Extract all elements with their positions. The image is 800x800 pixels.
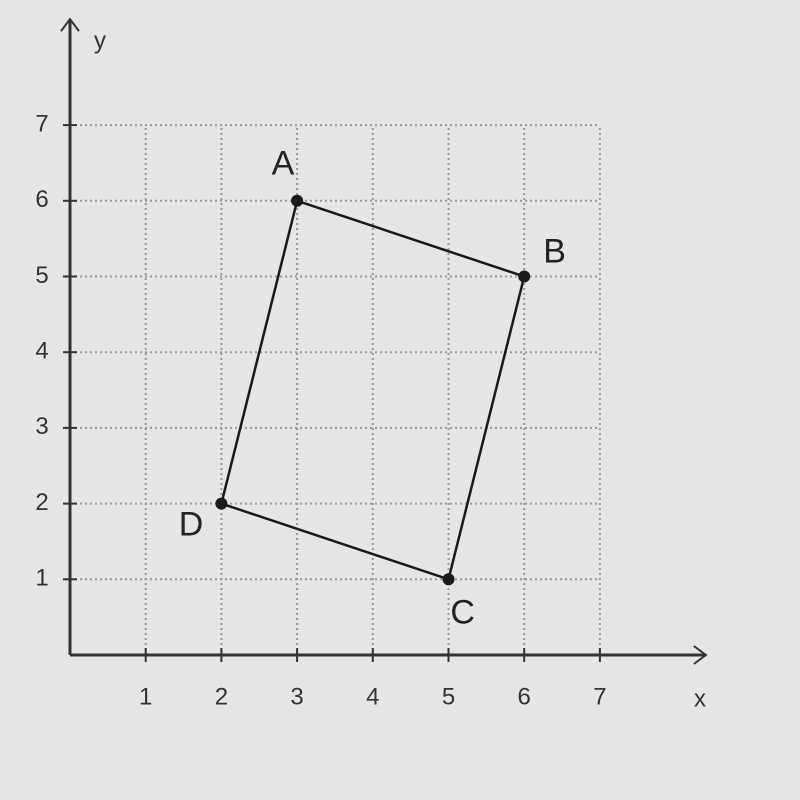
point bbox=[215, 497, 228, 510]
y-tick-label: 4 bbox=[35, 338, 48, 365]
point bbox=[442, 573, 455, 586]
point-label: A bbox=[272, 145, 295, 183]
y-tick-label: 5 bbox=[35, 262, 48, 289]
x-tick-label: 7 bbox=[593, 683, 606, 710]
plot: A B C D bbox=[179, 145, 566, 632]
point-label: D bbox=[179, 505, 204, 543]
x-tick-label: 1 bbox=[139, 683, 152, 710]
y-axis-label: y bbox=[94, 27, 106, 54]
x-arrow bbox=[693, 645, 708, 665]
point-label: C bbox=[450, 594, 475, 632]
point bbox=[291, 194, 304, 207]
point bbox=[518, 270, 531, 283]
grid bbox=[70, 124, 601, 655]
x-tick-label: 4 bbox=[366, 683, 379, 710]
x-tick-label: 6 bbox=[518, 683, 531, 710]
y-tick-label: 1 bbox=[35, 565, 48, 592]
x-axis-label: x bbox=[694, 685, 706, 712]
y-tick-label: 6 bbox=[35, 186, 48, 213]
y-tick-label: 7 bbox=[35, 110, 48, 137]
y-tick-label: 3 bbox=[35, 413, 48, 440]
y-tick-label: 2 bbox=[35, 489, 48, 516]
x-tick-label: 2 bbox=[215, 683, 228, 710]
x-tick-label: 3 bbox=[290, 683, 303, 710]
axes: 1 2 3 4 5 6 7 1 2 3 4 5 6 7 bbox=[35, 17, 708, 710]
y-arrow bbox=[60, 17, 80, 32]
point-label: B bbox=[543, 233, 566, 271]
x-tick-label: 5 bbox=[442, 683, 455, 710]
